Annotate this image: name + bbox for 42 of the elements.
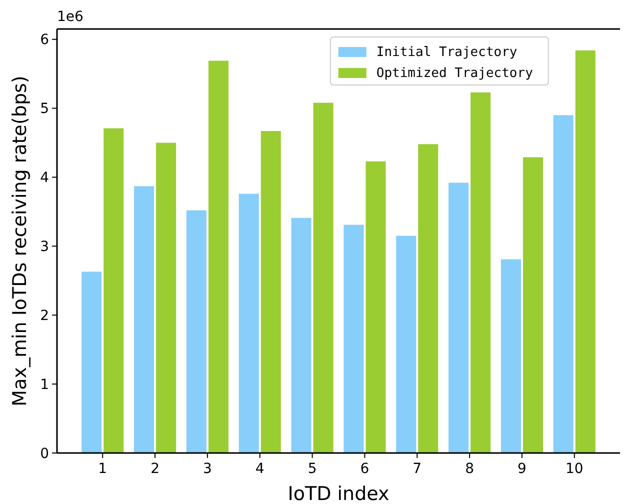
bar — [366, 161, 386, 453]
x-tick-label: 10 — [565, 461, 584, 477]
bar — [396, 236, 416, 453]
bar — [344, 224, 364, 453]
legend-label: Optimized Trajectory — [376, 66, 534, 81]
x-tick-label: 8 — [465, 461, 474, 477]
bar — [313, 102, 334, 453]
x-tick-label: 2 — [150, 461, 160, 477]
y-tick-label: 2 — [40, 308, 49, 324]
x-tick-label: 6 — [360, 461, 370, 477]
bar — [186, 210, 206, 453]
x-tick-label: 9 — [518, 461, 526, 477]
x-tick-label: 1 — [98, 461, 108, 477]
bar — [418, 144, 438, 453]
bar — [104, 128, 124, 453]
x-tick-label: 7 — [412, 461, 422, 477]
bar — [82, 272, 102, 453]
x-axis-title: IoTD index — [288, 483, 390, 504]
bar — [134, 186, 154, 453]
bar — [553, 115, 574, 453]
bar — [291, 218, 312, 453]
bar — [448, 182, 469, 453]
y-tick-label: 4 — [40, 170, 50, 186]
y-axis-title: Max_min IoTDs receiving rate(bps) — [9, 76, 31, 406]
y-tick-label: 0 — [40, 446, 49, 462]
text: 1e6 — [57, 9, 84, 25]
bar — [208, 60, 228, 453]
bar — [238, 194, 259, 453]
bar — [470, 92, 491, 453]
bar — [156, 142, 176, 453]
y-tick-label: 5 — [40, 101, 49, 118]
bar — [500, 259, 521, 453]
x-tick-label: 5 — [308, 461, 317, 477]
y-tick-label: 6 — [40, 32, 50, 48]
bar — [522, 157, 543, 453]
y-tick-label: 1 — [40, 376, 49, 393]
legend-label: Initial Trajectory — [376, 45, 518, 60]
bar — [260, 131, 281, 453]
bar — [575, 50, 596, 453]
y-tick-label: 3 — [40, 239, 49, 256]
x-tick-label: 4 — [255, 461, 264, 477]
x-tick-label: 3 — [202, 461, 212, 477]
